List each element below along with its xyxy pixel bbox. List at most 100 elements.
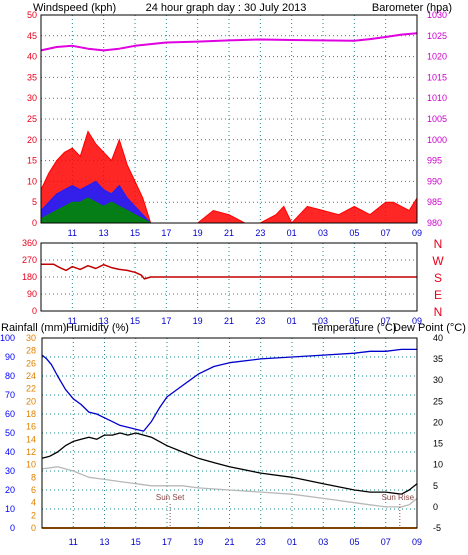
x-tick-label: 21 [224,228,234,238]
x-tick-label: 11 [68,316,77,326]
x-tick-label: 15 [130,316,140,326]
barometer-tick-label: 1015 [427,72,447,82]
temperature-tick-label: 30 [433,375,443,385]
humidity-tick-label: 50 [5,428,15,438]
direction-line [41,263,417,280]
compass-label: S [434,271,442,285]
barometer-tick-label: 985 [427,197,442,207]
compass-label: E [434,288,442,302]
temp-humidity-ticks: 0102030405060708090100024681012141618202… [0,333,443,547]
humidity-tick-label: 30 [5,466,15,476]
direction-tick-label: 180 [22,272,37,282]
wind-gust-area [40,130,418,224]
barometer-tick-label: 1020 [427,52,447,62]
windspeed-tick-label: 30 [27,93,37,103]
wind-pressure-series [40,32,418,224]
rainfall-tick-label: 14 [26,434,36,444]
x-tick-label: 23 [255,316,265,326]
x-tick-label: 07 [381,228,391,238]
rainfall-tick-label: 6 [31,485,36,495]
humidity-tick-label: 90 [5,352,15,362]
x-tick-label: 03 [318,537,328,547]
temperature-tick-label: 10 [433,460,443,470]
x-tick-label: 05 [349,228,359,238]
humidity-tick-label: 20 [5,485,15,495]
x-tick-label: 23 [255,228,265,238]
barometer-tick-label: 990 [427,176,442,186]
humidity-tick-label: 40 [5,447,15,457]
x-tick-label: 09 [412,316,422,326]
rainfall-tick-label: 16 [26,422,36,432]
barometer-tick-label: 1030 [427,10,447,20]
x-tick-label: 05 [349,316,359,326]
humidity-tick-label: 70 [5,390,15,400]
rainfall-tick-label: 18 [26,409,36,419]
direction-tick-label: 360 [22,238,37,248]
temperature-tick-label: 0 [433,502,438,512]
x-tick-label: 23 [256,537,266,547]
x-tick-label: 15 [130,228,140,238]
x-tick-label: 01 [287,228,297,238]
humidity-line [41,348,417,432]
temperature-axis-label: Temperature (°C) [312,322,396,334]
direction-tick-label: 0 [32,306,37,316]
wind-pressure-frame [40,14,418,224]
temp-humidity-panel: 0102030405060708090100024681012141618202… [0,333,443,547]
x-tick-label: 11 [68,228,77,238]
rainfall-tick-label: 30 [26,333,36,343]
temperature-tick-label: 5 [433,481,438,491]
x-tick-label: 05 [349,537,359,547]
windspeed-tick-label: 40 [27,52,37,62]
humidity-tick-label: 0 [10,523,15,533]
x-tick-label: 15 [131,537,141,547]
temp-humidity-grid [42,338,417,528]
temperature-tick-label: 40 [433,333,443,343]
humidity-tick-label: 100 [0,333,15,343]
barometer-tick-label: 1025 [427,31,447,41]
rainfall-tick-label: 8 [31,472,36,482]
windspeed-tick-label: 10 [27,176,37,186]
x-tick-label: 09 [412,537,422,547]
x-tick-label: 13 [99,228,109,238]
compass-label: W [432,254,444,268]
compass-label: N [434,305,443,319]
windspeed-tick-label: 5 [32,197,37,207]
windspeed-tick-label: 15 [27,156,37,166]
windspeed-tick-label: 0 [32,218,37,228]
temperature-tick-label: -5 [433,523,441,533]
wind-pressure-grid [41,15,417,223]
barometer-tick-label: 980 [427,218,442,228]
barometer-tick-label: 995 [427,156,442,166]
temperature-tick-label: 25 [433,396,443,406]
dewpoint-axis-label: Dew Point (°C) [393,322,466,334]
x-tick-label: 17 [162,537,172,547]
x-tick-label: 21 [224,316,234,326]
windspeed-tick-label: 20 [27,135,37,145]
barometer-line [40,32,418,52]
x-tick-label: 11 [69,537,78,547]
windspeed-axis-label: Windspeed (kph) [33,2,116,14]
temperature-tick-label: 15 [433,439,443,449]
rainfall-tick-label: 2 [31,510,36,520]
barometer-axis-label: Barometer (hpa) [372,2,452,14]
x-tick-label: 13 [99,316,109,326]
x-tick-label: 19 [193,228,203,238]
x-tick-label: 03 [318,228,328,238]
direction-tick-label: 270 [22,255,37,265]
rainfall-tick-label: 12 [26,447,36,457]
rainfall-axis-label: Rainfall (mm) [1,322,66,334]
humidity-axis-label: Humidity (%) [66,322,129,334]
rainfall-tick-label: 22 [26,384,36,394]
dew-point-line [41,466,418,508]
direction-series [41,263,417,280]
wind-pressure-panel: 0510152025303540455098098599099510001005… [27,10,447,238]
windspeed-tick-label: 50 [27,10,37,20]
humidity-tick-label: 60 [5,409,15,419]
temperature-line [41,432,418,495]
x-tick-label: 07 [381,316,391,326]
rainfall-tick-label: 28 [26,346,36,356]
